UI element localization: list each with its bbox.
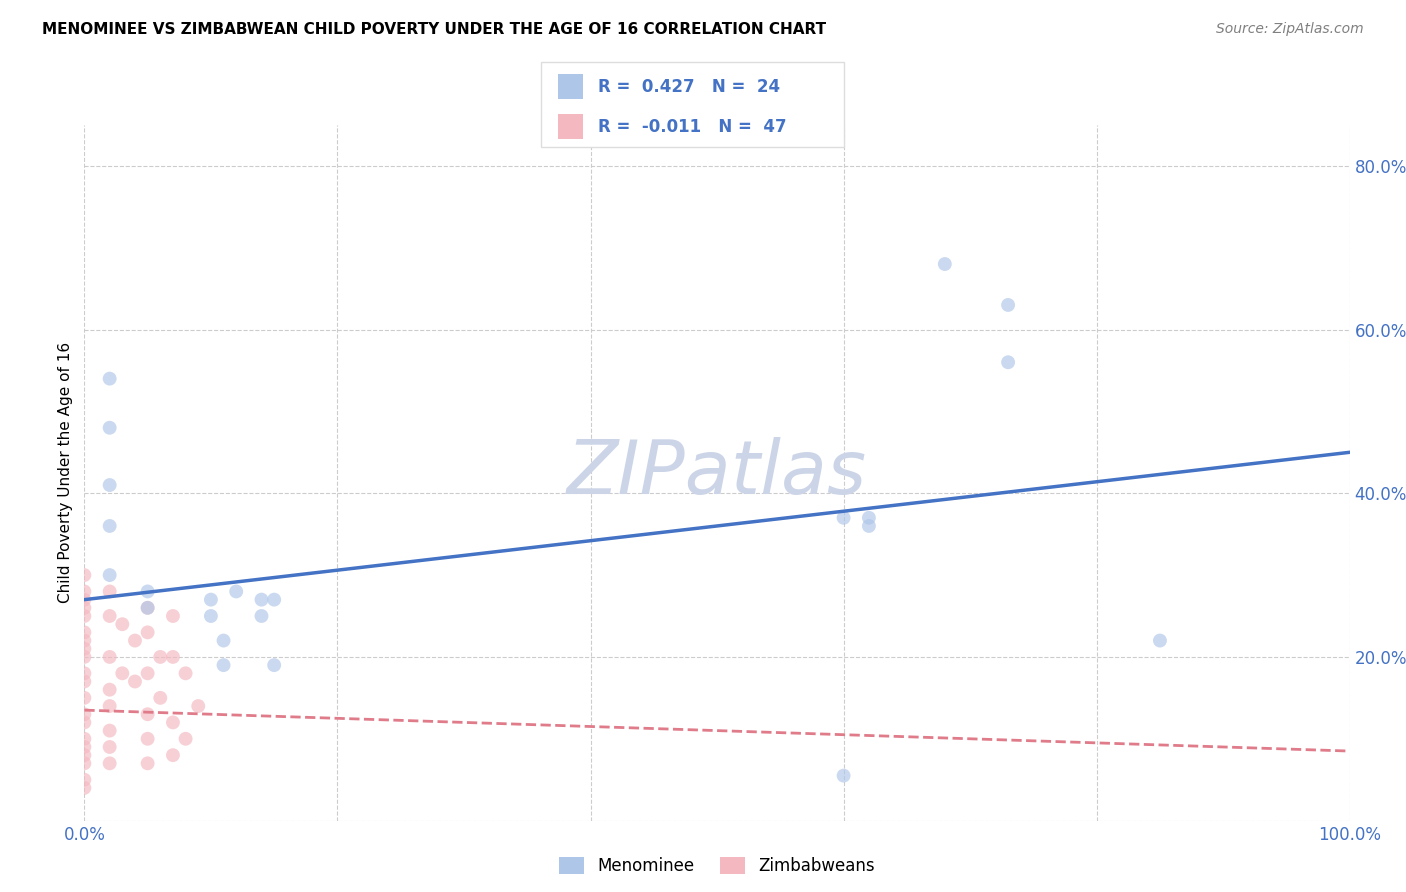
Point	[124, 633, 146, 648]
Point	[73, 633, 96, 648]
Text: R =  0.427   N =  24: R = 0.427 N = 24	[598, 78, 780, 96]
Point	[174, 666, 197, 681]
Point	[136, 756, 159, 771]
Point	[73, 600, 96, 615]
Point	[98, 421, 121, 435]
Point	[73, 748, 96, 763]
Point	[73, 666, 96, 681]
Point	[98, 723, 121, 738]
Point	[73, 739, 96, 754]
Point	[73, 731, 96, 746]
Legend: Menominee, Zimbabweans: Menominee, Zimbabweans	[553, 850, 882, 882]
Point	[73, 756, 96, 771]
Point	[832, 510, 855, 524]
Point	[111, 617, 134, 632]
Point	[136, 625, 159, 640]
Point	[136, 600, 159, 615]
Point	[200, 609, 222, 624]
Point	[98, 519, 121, 533]
Point	[187, 699, 209, 714]
Point	[136, 666, 159, 681]
Point	[149, 690, 172, 705]
Y-axis label: Child Poverty Under the Age of 16: Child Poverty Under the Age of 16	[58, 343, 73, 603]
Point	[98, 478, 121, 492]
Point	[1149, 633, 1171, 648]
Point	[212, 633, 235, 648]
Point	[162, 649, 184, 664]
Text: ZIPatlas: ZIPatlas	[567, 437, 868, 508]
Point	[73, 649, 96, 664]
Point	[162, 748, 184, 763]
Point	[200, 592, 222, 607]
Point	[73, 715, 96, 730]
Point	[997, 355, 1019, 369]
Point	[98, 699, 121, 714]
Point	[136, 584, 159, 599]
Point	[73, 780, 96, 795]
Point	[73, 690, 96, 705]
Point	[124, 674, 146, 689]
Point	[98, 568, 121, 582]
Point	[111, 666, 134, 681]
Point	[162, 609, 184, 624]
Point	[73, 674, 96, 689]
Point	[934, 257, 956, 271]
Point	[73, 707, 96, 722]
Point	[136, 600, 159, 615]
Text: R =  -0.011   N =  47: R = -0.011 N = 47	[598, 118, 786, 136]
Point	[73, 592, 96, 607]
Point	[136, 707, 159, 722]
Point	[73, 625, 96, 640]
Text: MENOMINEE VS ZIMBABWEAN CHILD POVERTY UNDER THE AGE OF 16 CORRELATION CHART: MENOMINEE VS ZIMBABWEAN CHILD POVERTY UN…	[42, 22, 827, 37]
Point	[98, 609, 121, 624]
Point	[174, 731, 197, 746]
Point	[98, 756, 121, 771]
Point	[225, 584, 247, 599]
Point	[98, 649, 121, 664]
Point	[858, 519, 880, 533]
Point	[73, 568, 96, 582]
Text: Source: ZipAtlas.com: Source: ZipAtlas.com	[1216, 22, 1364, 37]
Point	[149, 649, 172, 664]
Point	[162, 715, 184, 730]
Point	[73, 641, 96, 656]
Point	[250, 592, 273, 607]
Point	[98, 682, 121, 697]
Point	[263, 658, 285, 673]
Point	[73, 772, 96, 787]
Point	[73, 609, 96, 624]
Point	[98, 371, 121, 385]
Point	[997, 298, 1019, 312]
Point	[832, 769, 855, 783]
Point	[98, 584, 121, 599]
Point	[136, 731, 159, 746]
Point	[250, 609, 273, 624]
Point	[98, 739, 121, 754]
Point	[73, 584, 96, 599]
Point	[212, 658, 235, 673]
Point	[858, 510, 880, 524]
Point	[263, 592, 285, 607]
